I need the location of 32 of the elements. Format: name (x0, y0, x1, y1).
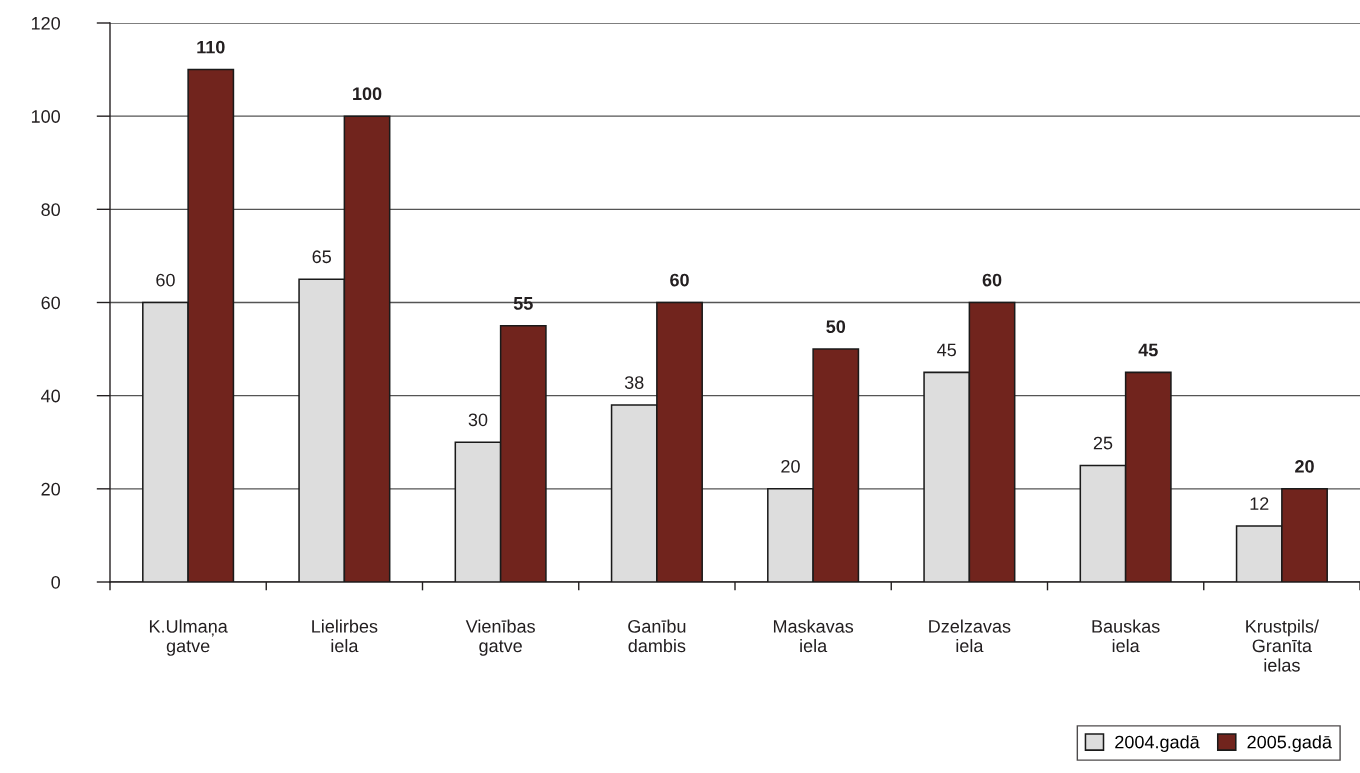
legend-label: 2004.gadā (1115, 735, 1200, 752)
y-tick-label: 80 (41, 203, 60, 217)
data-label: 38 (624, 376, 644, 389)
data-label: 100 (353, 87, 382, 101)
data-label: 45 (937, 343, 956, 357)
data-label: 50 (826, 320, 846, 334)
data-label: 60 (982, 273, 1002, 287)
data-label: 110 (197, 40, 225, 54)
data-label: 60 (670, 273, 689, 287)
x-tick-label: K.Ulmaņa gatve (149, 619, 228, 656)
y-tick-label: 120 (31, 16, 60, 30)
x-tick-label: Maskavas iela (773, 619, 854, 653)
y-tick-label: 20 (41, 482, 60, 496)
data-label: 20 (1295, 459, 1314, 473)
data-label: 65 (312, 250, 331, 264)
x-tick-label: Vienības gatve (465, 619, 535, 656)
x-tick-label: Krustpils/ Granīta ielas (1246, 619, 1319, 672)
y-tick-label: 60 (41, 296, 60, 310)
data-label: 45 (1138, 343, 1158, 357)
data-label: 20 (781, 459, 800, 473)
x-tick-label: Lielirbes iela (312, 619, 378, 653)
data-label: 60 (156, 273, 175, 287)
data-label: 25 (1093, 436, 1113, 450)
y-tick-label: 0 (51, 575, 60, 589)
data-label: 12 (1250, 497, 1269, 510)
y-tick-label: 100 (31, 110, 60, 123)
legend-label: 2005.gadā (1247, 735, 1332, 752)
data-label: 30 (468, 413, 488, 427)
x-tick-label: Ganību dambis (628, 619, 686, 653)
x-tick-label: Bauskas iela (1092, 619, 1160, 653)
x-tick-label: Dzelzavas iela (929, 619, 1011, 653)
y-tick-label: 40 (41, 389, 60, 403)
